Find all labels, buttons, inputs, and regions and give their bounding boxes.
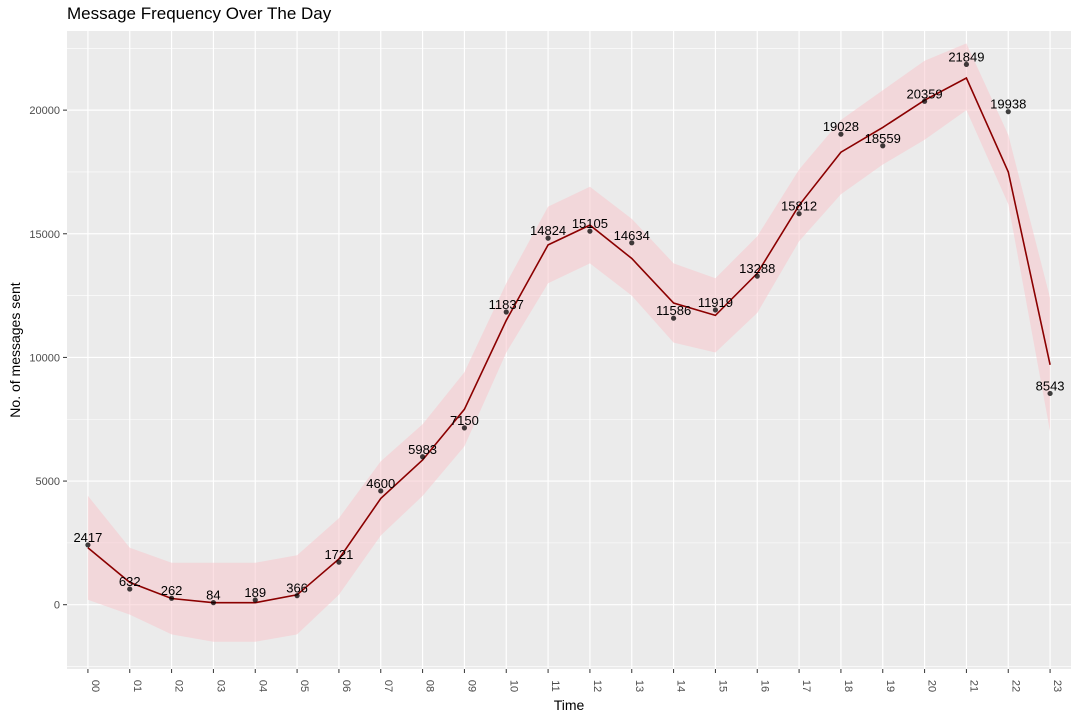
data-labels: 2417 632 262 84 189 366 1721 4600 5983 7150 11837 1… — [73, 49, 1064, 602]
data-point — [461, 425, 468, 431]
data-label: 84 — [206, 588, 220, 603]
data-point — [85, 542, 91, 548]
data-point — [712, 307, 719, 313]
x-tick-label: 21 — [967, 680, 979, 692]
data-points — [85, 61, 1053, 606]
data-label: 15812 — [781, 199, 817, 214]
x-tick-label: 20 — [926, 680, 938, 692]
x-tick-label: 16 — [758, 680, 770, 692]
data-label: 19028 — [823, 119, 859, 134]
x-tick-label: 01 — [131, 680, 143, 692]
data-label: 11837 — [489, 297, 524, 312]
y-tick-label: 10000 — [29, 352, 60, 364]
data-point — [963, 61, 970, 68]
x-tick-label: 23 — [1051, 680, 1063, 692]
data-label: 20359 — [907, 86, 943, 101]
x-tick-label: 17 — [800, 680, 812, 692]
x-tick-label: 06 — [340, 680, 352, 692]
data-point — [880, 143, 886, 149]
x-tick-label: 22 — [1009, 680, 1021, 692]
data-point — [754, 273, 760, 279]
x-tick-label: 09 — [465, 680, 477, 692]
data-point — [796, 211, 802, 217]
x-tick-label: 14 — [675, 680, 687, 692]
x-tick-label: 07 — [382, 680, 394, 692]
data-point — [168, 595, 175, 601]
x-tick-label: 12 — [591, 680, 603, 692]
data-point — [670, 315, 677, 321]
data-label: 7150 — [450, 413, 479, 428]
data-point — [378, 488, 384, 494]
data-label: 11919 — [698, 295, 733, 310]
data-label: 1721 — [324, 547, 353, 562]
data-point — [210, 600, 217, 606]
data-point — [587, 228, 593, 234]
x-tick-label: 00 — [89, 680, 101, 692]
data-point — [336, 559, 342, 565]
x-tick-label: 04 — [256, 680, 268, 692]
y-tick-label: 15000 — [29, 229, 60, 241]
x-tick-label: 08 — [424, 680, 436, 692]
y-tick-label: 5000 — [36, 476, 60, 488]
data-label: 189 — [244, 585, 266, 600]
data-label: 5983 — [408, 442, 437, 457]
y-tick-label: 0 — [54, 600, 60, 612]
x-tick-label: 18 — [842, 680, 854, 692]
data-point — [545, 235, 551, 241]
y-tick-label: 20000 — [29, 105, 60, 117]
data-point — [294, 593, 300, 599]
data-label: 262 — [161, 583, 183, 598]
x-tick-label: 13 — [633, 680, 645, 692]
trend-line — [87, 76, 1051, 604]
data-label: 13288 — [739, 261, 775, 276]
data-point — [629, 240, 635, 246]
data-label: 632 — [119, 574, 141, 589]
data-point — [838, 131, 844, 137]
y-axis: 0 5000 10000 15000 20000 — [29, 105, 67, 612]
data-label: 21849 — [948, 49, 984, 64]
grid-minor — [67, 48, 1071, 667]
data-point — [503, 309, 509, 315]
x-tick-label: 11 — [549, 680, 561, 691]
data-label: 14634 — [614, 228, 650, 243]
data-label: 15105 — [572, 216, 608, 231]
data-label: 18559 — [865, 131, 901, 146]
x-tick-label: 19 — [884, 680, 896, 692]
data-point — [1047, 390, 1053, 397]
x-tick-label: 15 — [716, 680, 728, 692]
data-point — [127, 586, 133, 592]
x-tick-label: 03 — [214, 680, 226, 692]
data-label: 19938 — [990, 97, 1026, 112]
x-tick-label: 05 — [298, 680, 310, 692]
x-tick-label: 02 — [173, 680, 185, 692]
data-label: 14824 — [530, 223, 566, 238]
data-point — [921, 98, 928, 104]
data-label: 8543 — [1036, 378, 1065, 393]
data-label: 11586 — [656, 303, 691, 318]
data-label: 2417 — [73, 530, 102, 545]
x-axis: 00 01 02 03 04 05 06 07 08 09 10 11 12 13 14 15 16 17 18 19… — [87, 669, 1063, 692]
chart-title: Message Frequency Over The Day — [67, 4, 332, 23]
data-label: 4600 — [366, 476, 395, 491]
data-point — [1005, 109, 1011, 115]
x-axis-title: Time — [554, 697, 585, 713]
data-point — [252, 597, 258, 603]
data-point — [419, 454, 426, 460]
data-label: 366 — [286, 581, 308, 596]
y-axis-title: No. of messages sent — [7, 282, 23, 418]
x-tick-label: 10 — [507, 680, 519, 692]
